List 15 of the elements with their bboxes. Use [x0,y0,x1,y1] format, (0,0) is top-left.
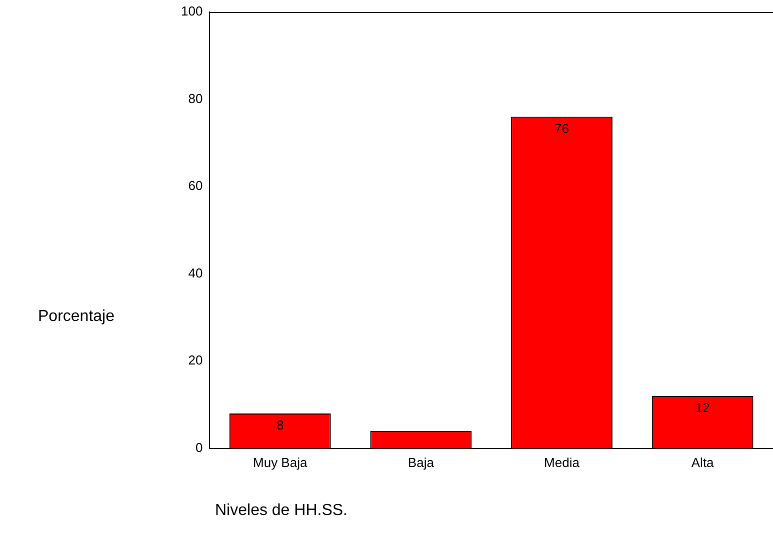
data-label: 8 [276,418,284,433]
x-tick-label: Muy Baja [253,454,308,470]
x-axis-title: Niveles de HH.SS. [215,502,348,520]
y-tick-label: 40 [188,265,203,280]
x-tick-label: Alta [691,454,715,470]
y-tick-label: 0 [195,440,203,455]
y-tick-label: 60 [188,178,203,194]
x-tick-label: Baja [408,454,435,470]
x-tick-label: Media [544,454,580,470]
y-tick-label: 80 [188,90,203,106]
y-axis-title: Porcentaje [38,308,114,326]
y-tick-label: 100 [180,4,203,19]
y-tick-label: 20 [188,352,203,368]
data-label: 76 [554,120,569,136]
data-label: 12 [695,400,710,416]
